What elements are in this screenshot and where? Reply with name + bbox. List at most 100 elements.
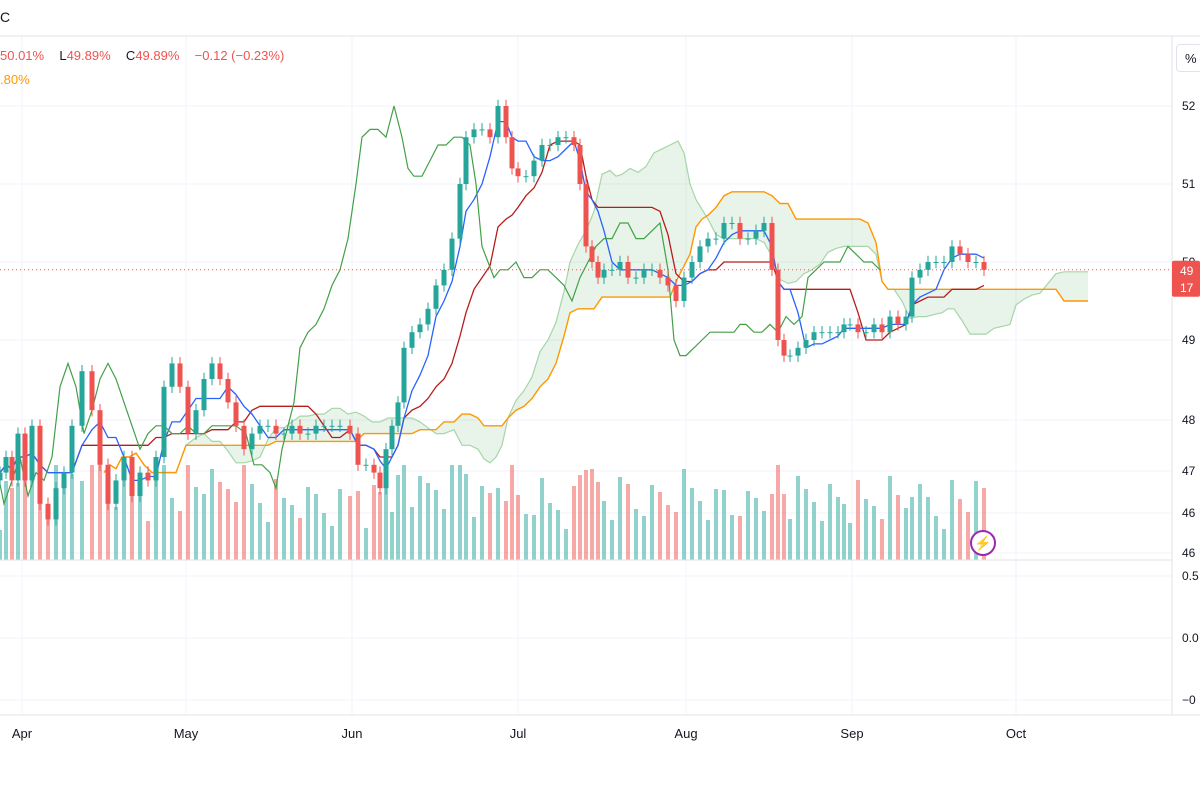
- candle-body-64: [495, 106, 501, 138]
- volume-bar-109: [836, 497, 840, 560]
- volume-bar-50: [390, 512, 394, 560]
- candle-body-55: [425, 308, 431, 325]
- volume-bar-65: [504, 501, 508, 560]
- volume-bar-17: [130, 471, 134, 560]
- candle-body-40: [313, 425, 319, 434]
- volume-bar-82: [626, 484, 630, 560]
- candle-body-72: [555, 137, 561, 145]
- candle-body-49: [383, 449, 389, 489]
- candle-body-109: [835, 332, 841, 334]
- candle-body-89: [681, 277, 687, 301]
- candle-body-120: [917, 269, 923, 278]
- volume-bar-106: [812, 502, 816, 560]
- candle-body-104: [795, 347, 801, 356]
- candle-body-0: [0, 472, 3, 481]
- candle-body-45: [355, 433, 361, 465]
- volume-bar-36: [282, 498, 286, 560]
- volume-bar-44: [348, 496, 352, 560]
- volume-bar-110: [842, 504, 846, 560]
- volume-bar-92: [706, 520, 710, 560]
- volume-bar-29: [226, 489, 230, 560]
- candle-body-66: [509, 137, 515, 169]
- candle-body-69: [531, 160, 537, 177]
- candle-body-1: [3, 457, 9, 473]
- candle-body-81: [617, 262, 623, 270]
- candle-body-112: [855, 324, 861, 333]
- volume-bar-121: [926, 497, 930, 560]
- candle-body-101: [775, 269, 781, 340]
- span-a-line: [103, 140, 1088, 474]
- candle-body-12: [89, 371, 95, 411]
- price-tick-label-3: 49: [1182, 333, 1196, 347]
- volume-bar-123: [942, 529, 946, 560]
- volume-bar-113: [864, 499, 868, 560]
- volume-bar-116: [888, 476, 892, 560]
- volume-bar-15: [114, 507, 118, 560]
- ohlc-legend: 50.01% L49.89% C49.89% −0.12 (−0.23%): [0, 48, 284, 63]
- candle-body-37: [289, 425, 295, 434]
- volume-bar-35: [274, 479, 278, 560]
- volume-bar-60: [464, 474, 468, 560]
- volume-bar-83: [634, 509, 638, 560]
- volume-bar-26: [202, 494, 206, 560]
- volume-bar-63: [488, 493, 492, 560]
- volume-bar-23: [178, 511, 182, 560]
- time-tick-label-4: Aug: [674, 726, 697, 741]
- volume-bar-61: [472, 517, 476, 560]
- volume-bar-90: [690, 488, 694, 560]
- volume-bar-51: [396, 475, 400, 560]
- lightning-icon[interactable]: ⚡: [970, 530, 996, 556]
- candle-body-126: [965, 254, 971, 262]
- candle-body-100: [769, 223, 775, 270]
- percent-scale-button[interactable]: %: [1176, 44, 1200, 72]
- volume-bar-67: [516, 495, 520, 560]
- time-tick-label-1: May: [174, 726, 199, 741]
- volume-bar-21: [162, 465, 166, 560]
- volume-bar-38: [298, 518, 302, 560]
- volume-bar-20: [154, 472, 158, 560]
- volume-bar-27: [210, 469, 214, 560]
- volume-bar-57: [442, 509, 446, 560]
- volume-bar-85: [650, 485, 654, 560]
- volume-bar-24: [186, 465, 190, 560]
- candles[interactable]: [0, 99, 987, 526]
- candle-body-71: [547, 145, 553, 146]
- volume-bar-75: [578, 475, 582, 560]
- volume-bar-47: [372, 485, 376, 560]
- volume-bar-18: [138, 496, 142, 560]
- candle-body-4: [22, 433, 28, 481]
- volume-bar-93: [714, 489, 718, 560]
- volume-bar-80: [610, 520, 614, 560]
- candle-body-42: [329, 425, 335, 427]
- candle-body-116: [887, 316, 893, 333]
- candle-body-48: [377, 472, 383, 489]
- candle-body-22: [169, 363, 175, 387]
- time-axis[interactable]: Apr May Jun Jul Aug Sep Oct: [12, 726, 1027, 741]
- candle-body-70: [539, 145, 545, 161]
- candle-body-108: [827, 332, 833, 334]
- volume-bar-28: [218, 482, 222, 560]
- candle-body-31: [241, 425, 247, 450]
- volume-bar-127: [974, 481, 978, 560]
- volume-bar-88: [674, 512, 678, 560]
- candle-body-51: [395, 402, 401, 426]
- volume-bar-89: [682, 469, 686, 560]
- volume-bar-19: [146, 521, 150, 560]
- price-tick-label-4: 48: [1182, 413, 1196, 427]
- osc-tick-label-0: 0.5: [1182, 569, 1199, 583]
- candle-body-77: [589, 246, 595, 262]
- candle-body-17: [129, 457, 135, 496]
- volume-bar-49: [384, 487, 388, 560]
- volume-bar-46: [364, 528, 368, 560]
- last-price-badge: [1172, 260, 1200, 297]
- candle-body-2: [9, 457, 15, 481]
- candle-body-118: [903, 316, 909, 325]
- candle-body-90: [689, 262, 695, 278]
- symbol-title-fragment[interactable]: C: [0, 9, 11, 25]
- volume-bar-125: [958, 499, 962, 560]
- volume-bar-40: [314, 494, 318, 560]
- candle-body-127: [973, 262, 979, 263]
- volume-bar-11: [80, 481, 84, 560]
